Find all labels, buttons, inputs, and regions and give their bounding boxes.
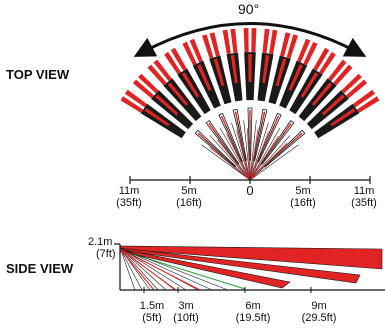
outer-zone-red bbox=[223, 30, 231, 54]
top-tick-label: 5m (16ft) bbox=[283, 185, 323, 209]
top-tick-label: 5m (16ft) bbox=[169, 185, 209, 209]
outer-zone-red bbox=[333, 65, 352, 86]
outer-zone-red bbox=[148, 65, 167, 86]
side-distance-feet: (10ft) bbox=[166, 312, 206, 324]
side-height-meters: 2.1m bbox=[88, 236, 112, 248]
top-tick-feet: (16ft) bbox=[283, 197, 323, 209]
top-tick-feet: (35ft) bbox=[344, 197, 384, 209]
top-tick-feet: (35ft) bbox=[109, 197, 149, 209]
side-distance-feet: (29.5ft) bbox=[299, 312, 339, 324]
side-distance-label: 3m (10ft) bbox=[166, 300, 206, 324]
outer-zone-red bbox=[133, 80, 154, 99]
side-height-feet: (7ft) bbox=[88, 248, 116, 260]
top-tick-label: 11m (35ft) bbox=[344, 185, 384, 209]
top-tick-meters: 11m bbox=[354, 185, 375, 197]
side-distance-feet: (19.5ft) bbox=[233, 312, 273, 324]
converging-line-red bbox=[226, 134, 250, 180]
side-distance-meters: 3m bbox=[178, 300, 193, 312]
angle-arc bbox=[143, 24, 357, 53]
top-tick-meters: 5m bbox=[181, 185, 196, 197]
coverage-angle-label: 90° bbox=[238, 1, 259, 17]
top-tick-meters: 0 bbox=[246, 183, 253, 198]
side-view-zones bbox=[120, 246, 382, 293]
mid-zone-red bbox=[248, 54, 252, 82]
outer-zone-red bbox=[269, 30, 277, 54]
side-distance-label: 6m (19.5ft) bbox=[233, 300, 273, 324]
side-height-label: 2.1m (7ft) bbox=[88, 236, 116, 260]
outer-zone-red bbox=[328, 60, 346, 82]
side-distance-meters: 6m bbox=[245, 300, 260, 312]
side-view-label: SIDE VIEW bbox=[6, 261, 73, 276]
side-distance-meters: 1.5m bbox=[140, 300, 164, 312]
top-tick-feet: (16ft) bbox=[169, 197, 209, 209]
outer-zone-red bbox=[251, 28, 256, 52]
outer-zone-red bbox=[263, 29, 270, 53]
side-distance-label: 9m (29.5ft) bbox=[299, 300, 339, 324]
top-view-label: TOP VIEW bbox=[6, 67, 69, 82]
outer-zone-red bbox=[346, 80, 367, 99]
outer-zone-red bbox=[230, 29, 237, 53]
top-tick-label: 0 bbox=[230, 185, 270, 197]
top-tick-meters: 5m bbox=[295, 185, 310, 197]
top-tick-label: 11m (35ft) bbox=[109, 185, 149, 209]
top-tick-meters: 11m bbox=[119, 185, 140, 197]
outer-zone-red bbox=[244, 28, 249, 52]
outer-zone-red bbox=[154, 60, 172, 82]
side-distance-meters: 9m bbox=[311, 300, 326, 312]
top-view-zones bbox=[121, 28, 380, 180]
